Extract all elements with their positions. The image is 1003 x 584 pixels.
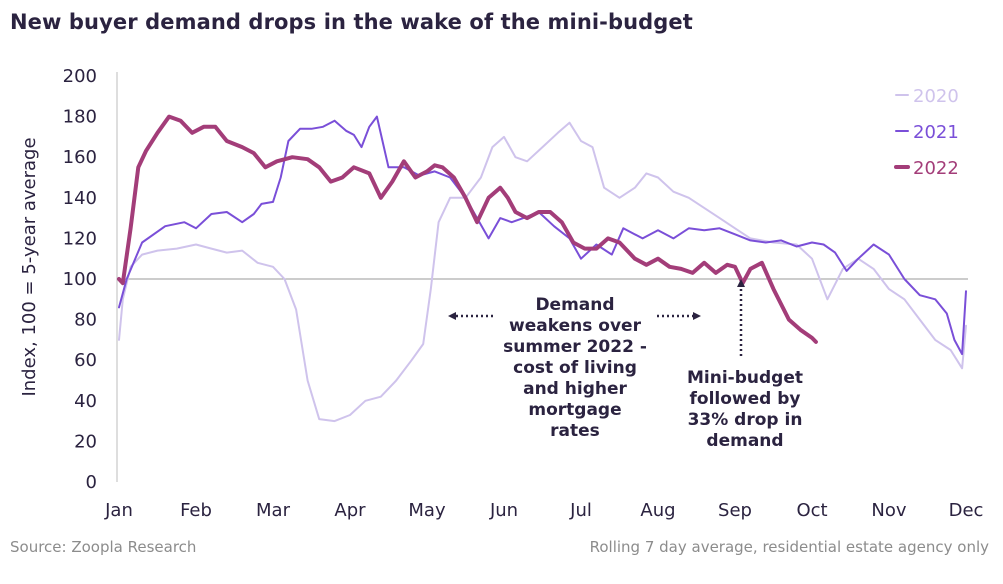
x-tick-label: Feb [180,500,212,521]
y-tick-label: 160 [63,147,97,168]
x-tick-label: May [408,500,446,521]
annotation-summer-line: and higher [523,379,627,399]
x-tick-label: Oct [796,500,827,521]
annotation-minibudget-line: followed by [690,389,801,409]
series-line-2020 [118,121,967,423]
x-tick-label: Aug [640,500,675,521]
y-tick-label: 200 [63,66,97,87]
annotation-summer-line: cost of living [513,358,637,378]
legend-label-2022: 2022 [913,158,959,179]
y-tick-label: 120 [63,228,97,249]
x-tick-label: Mar [256,500,291,521]
annotation-summer-line: Demand [535,295,614,315]
x-tick-label: Apr [334,500,366,521]
y-tick-label: 100 [63,269,97,290]
y-tick-label: 180 [63,107,97,128]
source-note: Source: Zoopla Research [10,538,197,556]
x-tick-label: Jan [104,500,133,521]
annotation-minibudget-line: demand [706,431,783,451]
series-layer [117,114,967,423]
annotation-minibudget-line: 33% drop in [688,410,803,430]
y-tick-label: 40 [74,391,97,412]
y-tick-label: 140 [63,188,97,209]
x-tick-label: Dec [949,500,984,521]
x-tick-label: Jun [489,500,518,521]
annotation-summer-line: rates [550,421,600,441]
y-tick-label: 60 [74,350,97,371]
series-line-2022 [117,114,818,344]
y-tick-label: 0 [86,472,97,493]
axes-layer: 0 20 40 60 80 100 120 140 160 180 200 Jan Feb Mar Apr M… [19,66,983,521]
x-tick-label: Nov [871,500,906,521]
y-tick-label: 20 [74,431,97,452]
x-tick-label: Jul [569,500,592,521]
annotation-summer-line: summer 2022 - [503,337,647,357]
annotation-summer-line: weakens over [509,316,642,336]
legend-label-2021: 2021 [913,122,959,143]
annotation-minibudget-line: Mini-budget [687,368,803,388]
series-line-2021 [118,115,967,356]
annotation-summer-line: mortgage [528,400,621,420]
legend: 2020 2021 2022 [894,86,959,179]
y-tick-label: 80 [74,310,97,331]
x-tick-label: Sep [718,500,752,521]
methodology-note: Rolling 7 day average, residential estat… [589,538,989,556]
legend-label-2020: 2020 [913,86,959,107]
chart-title: New buyer demand drops in the wake of th… [10,10,693,34]
y-axis-title: Index, 100 = 5-year average [19,137,40,396]
